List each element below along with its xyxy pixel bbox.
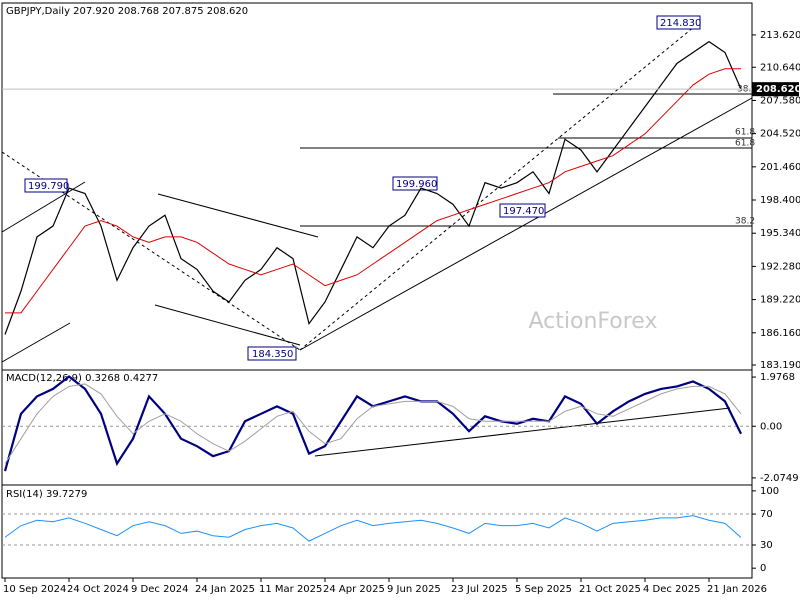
price-label: 214.830	[660, 18, 701, 29]
y-tick-label: 30	[760, 540, 773, 551]
price-label: 199.790	[28, 181, 69, 192]
price-label: 184.350	[252, 349, 293, 360]
y-tick-label: 183.190	[760, 360, 800, 371]
last-price-box	[752, 82, 799, 97]
series-line	[5, 68, 741, 314]
y-tick-label: 100	[760, 486, 779, 497]
x-tick-label: 5 Sep 2025	[515, 584, 572, 595]
x-tick-label: 24 Oct 2024	[67, 584, 129, 595]
x-tick-label: 9 Jun 2025	[387, 584, 441, 595]
annotations: 199.790 199.960 197.470 214.830 184.350 …	[24, 15, 757, 361]
chart-title: GBPJPY,Daily 207.920 208.768 207.875 208…	[6, 6, 248, 17]
y-tick-label: 0	[760, 563, 766, 574]
y-tick-label: 213.620	[760, 30, 800, 41]
series-line	[4, 40, 742, 335]
y-tick-label: 198.400	[760, 195, 800, 206]
x-tick-label: 11 Mar 2025	[259, 584, 322, 595]
panel-title: RSI(14) 39.7279	[6, 489, 87, 500]
last-price-label: 208.620	[756, 84, 800, 95]
y-tick-label: 204.520	[760, 129, 800, 140]
x-tick-label: 4 Dec 2025	[643, 584, 701, 595]
y-tick-label: -2.0749	[760, 473, 799, 484]
x-tick-label: 23 Jul 2025	[451, 584, 508, 595]
x-tick-label: 21 Oct 2025	[579, 584, 641, 595]
x-tick-label: 24 Jan 2025	[195, 584, 255, 595]
frame	[1, 2, 753, 579]
y-tick-label: 195.340	[760, 228, 800, 239]
y-tick-label: 192.280	[760, 261, 800, 272]
y-tick-label: 210.640	[760, 62, 800, 73]
y-tick-label: 207.580	[760, 95, 800, 106]
fib-label: 38.2	[735, 217, 755, 227]
fib-label: 61.8	[735, 128, 755, 138]
series-line	[4, 515, 742, 542]
y-tick-label: 201.460	[760, 162, 800, 173]
price-label: 197.470	[503, 206, 544, 217]
x-tick-label: 21 Jan 2026	[707, 584, 767, 595]
drawings	[1, 21, 753, 457]
y-tick-label: 0.00	[760, 421, 782, 432]
x-tick-label: 24 Apr 2025	[323, 584, 385, 595]
fib-label: 61.8	[735, 139, 755, 149]
x-tick-label: 9 Dec 2024	[131, 584, 189, 595]
x-tick-label: 10 Sep 2024	[3, 584, 66, 595]
y-tick-label: 70	[760, 509, 773, 520]
panel-title: MACD(12,26,9) 0.3268 0.4277	[6, 373, 158, 384]
series-line	[4, 383, 742, 464]
y-tick-label: 1.9768	[760, 372, 795, 383]
y-tick-label: 189.220	[760, 295, 800, 306]
watermark: ActionForex	[529, 309, 658, 334]
price-label: 199.960	[396, 179, 437, 190]
y-tick-label: 186.160	[760, 328, 800, 339]
